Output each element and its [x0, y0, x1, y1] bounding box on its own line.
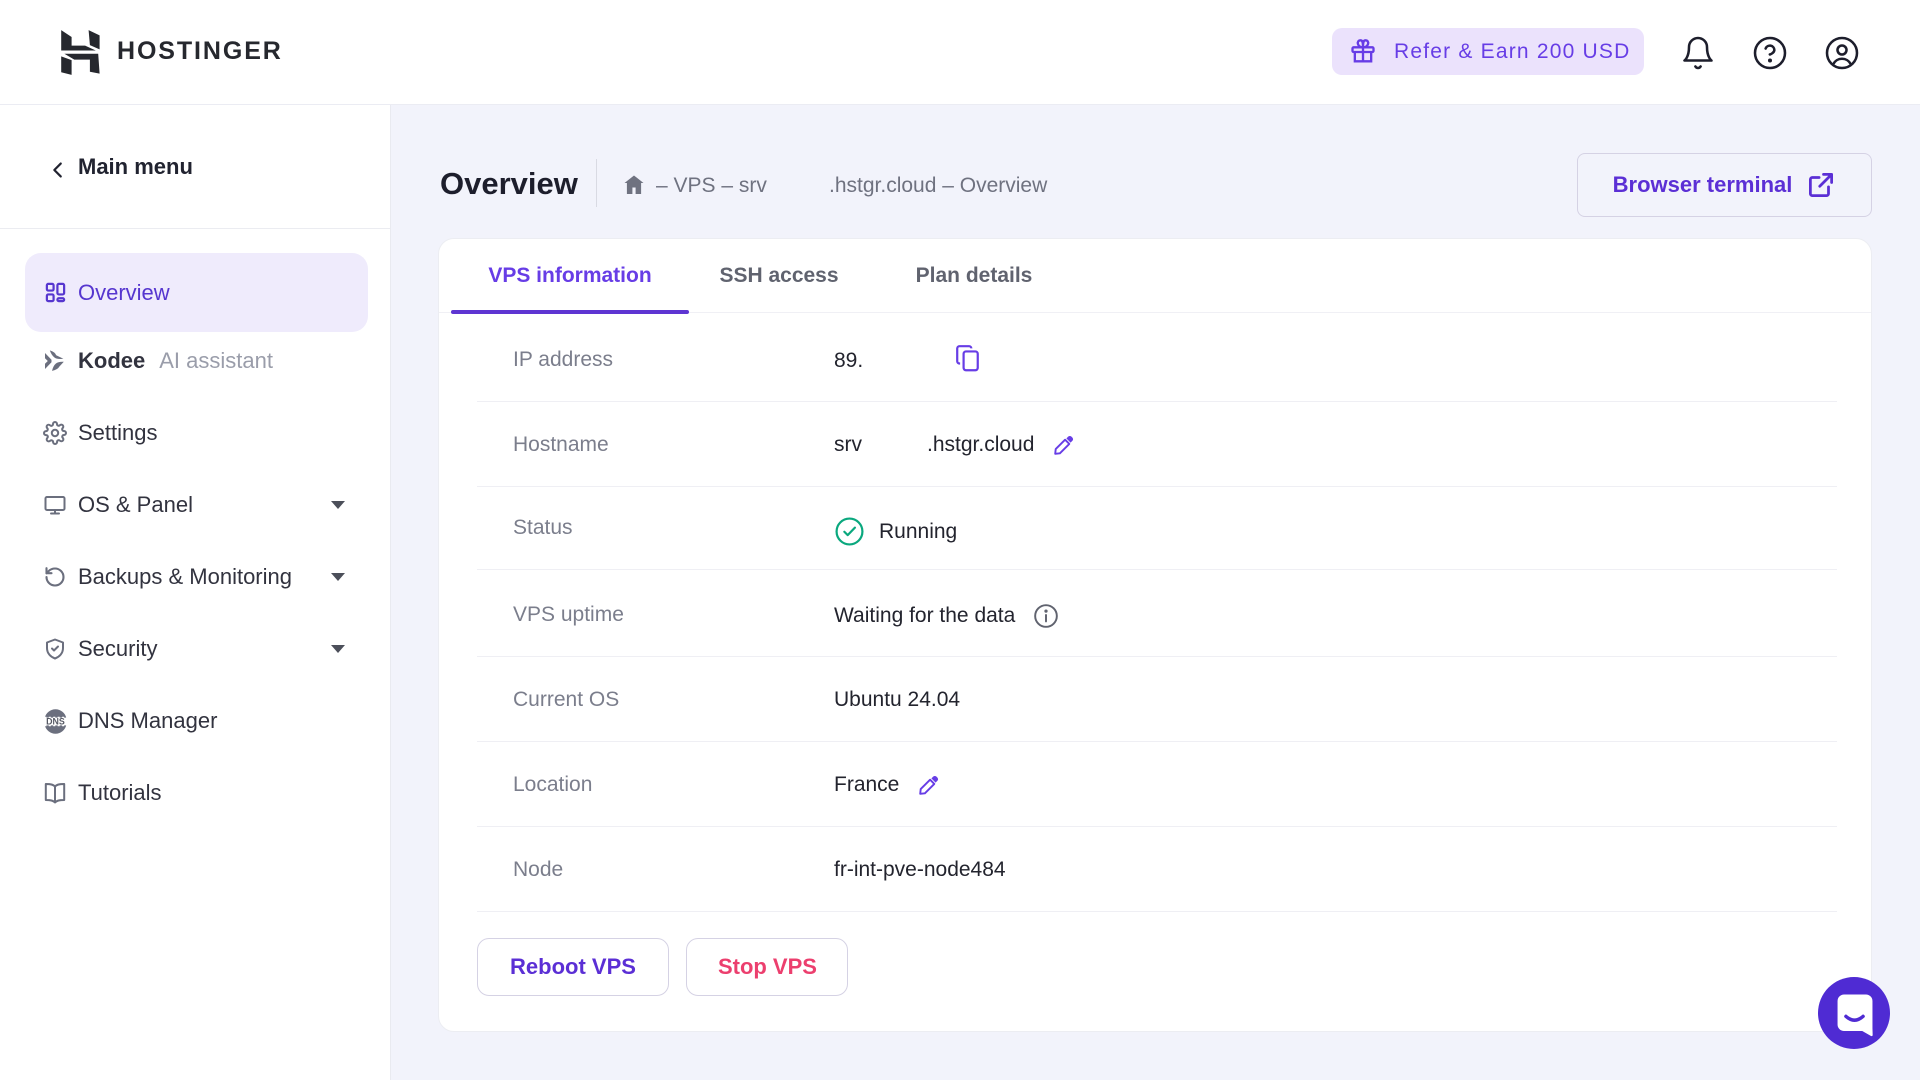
svg-text:DNS: DNS	[46, 716, 65, 726]
